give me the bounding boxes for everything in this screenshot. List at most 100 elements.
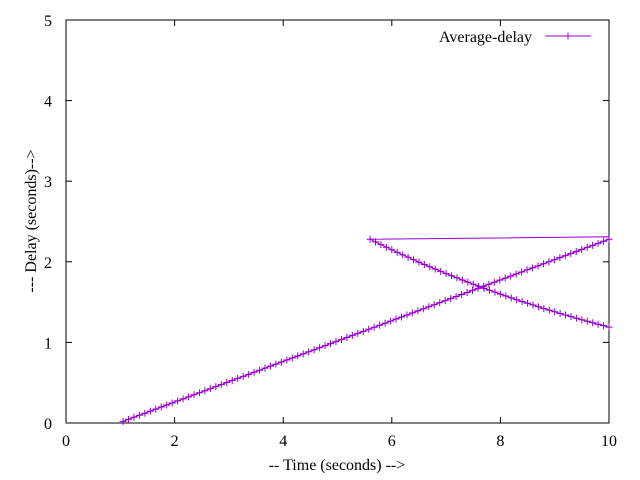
- data-point: [469, 280, 477, 288]
- data-point: [490, 278, 498, 286]
- data-point: [387, 317, 395, 325]
- data-point: [605, 323, 613, 331]
- data-point: [556, 309, 564, 317]
- data-point: [605, 235, 613, 243]
- data-point: [299, 350, 307, 358]
- data-point: [578, 245, 586, 253]
- data-point: [545, 306, 553, 314]
- x-tick-label: 6: [388, 433, 396, 450]
- data-point: [468, 286, 476, 294]
- data-point: [430, 301, 438, 309]
- data-point: [119, 417, 127, 425]
- data-point: [392, 315, 400, 323]
- data-point: [124, 415, 132, 423]
- data-point: [376, 321, 384, 329]
- data-point: [359, 327, 367, 335]
- data-point: [316, 344, 324, 352]
- data-point: [540, 304, 548, 312]
- data-point: [436, 299, 444, 307]
- x-tick-label: 4: [279, 433, 287, 450]
- y-tick-label: 2: [44, 255, 52, 272]
- data-point: [539, 260, 547, 268]
- x-axis-label: -- Time (seconds) -->: [269, 457, 406, 474]
- data-point: [152, 405, 160, 413]
- data-point: [496, 290, 504, 298]
- data-point: [572, 314, 580, 322]
- series-average-delay: [119, 235, 613, 425]
- data-point: [399, 251, 407, 259]
- data-point: [305, 348, 313, 356]
- data-point: [442, 270, 450, 278]
- y-tick-label: 5: [44, 13, 52, 30]
- data-point: [475, 282, 483, 290]
- data-point: [135, 411, 143, 419]
- data-point: [512, 270, 520, 278]
- data-point: [410, 256, 418, 264]
- x-tick-label: 2: [171, 433, 179, 450]
- data-point: [277, 358, 285, 366]
- data-point: [463, 288, 471, 296]
- data-point: [272, 360, 280, 368]
- data-point: [562, 311, 570, 319]
- legend-marker: [564, 32, 572, 40]
- data-point: [556, 254, 564, 262]
- data-point: [337, 336, 345, 344]
- data-point: [551, 308, 559, 316]
- data-point: [518, 298, 526, 306]
- data-point: [343, 333, 351, 341]
- data-point: [420, 260, 428, 268]
- data-point: [321, 342, 329, 350]
- data-point: [223, 379, 231, 387]
- data-point: [354, 329, 362, 337]
- data-point: [507, 294, 515, 302]
- data-point: [206, 385, 214, 393]
- data-point: [534, 303, 542, 311]
- data-point: [567, 313, 575, 321]
- data-point: [377, 241, 385, 249]
- data-point: [578, 316, 586, 324]
- data-point: [130, 413, 138, 421]
- data-point: [256, 366, 264, 374]
- data-point: [502, 292, 510, 300]
- data-point: [550, 256, 558, 264]
- series-layer: [119, 235, 613, 425]
- x-tick-label: 8: [496, 433, 504, 450]
- data-point: [234, 374, 242, 382]
- data-point: [447, 295, 455, 303]
- data-point: [485, 280, 493, 288]
- data-point: [448, 272, 456, 280]
- data-point: [491, 288, 499, 296]
- y-tick-label: 1: [44, 335, 52, 352]
- data-point: [415, 258, 423, 266]
- data-point: [507, 272, 515, 280]
- data-point: [288, 354, 296, 362]
- data-point: [190, 391, 198, 399]
- data-point: [332, 338, 340, 346]
- y-tick-label: 0: [44, 416, 52, 433]
- data-point: [168, 399, 176, 407]
- y-tick-label: 3: [44, 174, 52, 191]
- data-point: [464, 278, 472, 286]
- data-point: [426, 263, 434, 271]
- data-point: [228, 376, 236, 384]
- data-point: [404, 253, 412, 261]
- data-point: [480, 284, 488, 292]
- data-point: [529, 264, 537, 272]
- data-point: [398, 313, 406, 321]
- data-point: [266, 362, 274, 370]
- data-point: [381, 319, 389, 327]
- data-point: [245, 370, 253, 378]
- data-point: [372, 238, 380, 246]
- data-point: [437, 267, 445, 275]
- data-point: [513, 296, 521, 304]
- y-tick-label: 4: [44, 94, 52, 111]
- data-point: [163, 401, 171, 409]
- data-point: [310, 346, 318, 354]
- data-point: [327, 340, 335, 348]
- data-point: [453, 274, 461, 282]
- data-point: [545, 258, 553, 266]
- data-point: [561, 252, 569, 260]
- data-point: [179, 395, 187, 403]
- data-point: [382, 243, 390, 251]
